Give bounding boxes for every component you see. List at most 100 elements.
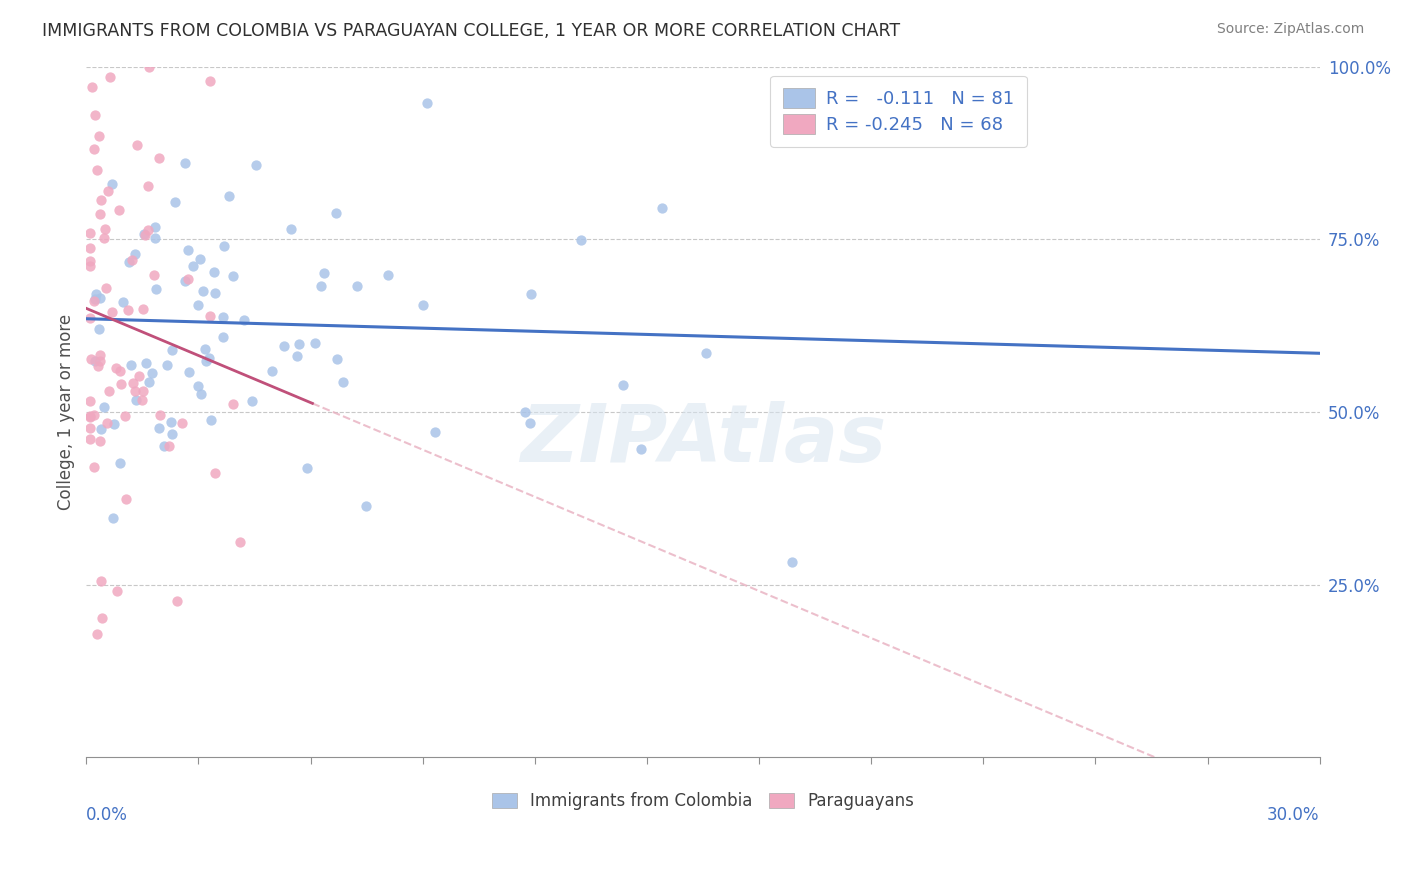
- Point: [83, 293, 105, 308]
- Point: [159, 415, 181, 429]
- Point: [425, 425, 447, 440]
- Point: [162, 343, 184, 357]
- Point: [187, 379, 209, 393]
- Point: [314, 267, 336, 281]
- Point: [114, 409, 136, 423]
- Point: [89, 207, 111, 221]
- Point: [87, 359, 110, 373]
- Point: [94, 281, 117, 295]
- Point: [412, 298, 434, 312]
- Point: [193, 342, 215, 356]
- Point: [149, 408, 172, 422]
- Point: [101, 305, 124, 319]
- Point: [112, 294, 135, 309]
- Point: [782, 555, 804, 569]
- Point: [80, 351, 103, 366]
- Point: [98, 70, 121, 85]
- Y-axis label: College, 1 year or more: College, 1 year or more: [58, 314, 75, 510]
- Point: [134, 228, 156, 243]
- Point: [218, 188, 240, 202]
- Point: [262, 364, 284, 378]
- Point: [204, 265, 226, 279]
- Point: [172, 416, 194, 430]
- Point: [86, 163, 108, 178]
- Point: [93, 231, 115, 245]
- Point: [86, 287, 108, 301]
- Text: 30.0%: 30.0%: [1267, 805, 1320, 823]
- Point: [117, 302, 139, 317]
- Text: IMMIGRANTS FROM COLOMBIA VS PARAGUAYAN COLLEGE, 1 YEAR OR MORE CORRELATION CHART: IMMIGRANTS FROM COLOMBIA VS PARAGUAYAN C…: [42, 22, 900, 40]
- Point: [90, 193, 112, 207]
- Point: [87, 128, 110, 143]
- Point: [195, 353, 218, 368]
- Point: [124, 247, 146, 261]
- Point: [651, 201, 673, 215]
- Point: [124, 384, 146, 398]
- Point: [89, 354, 111, 368]
- Point: [212, 239, 235, 253]
- Point: [145, 282, 167, 296]
- Point: [115, 491, 138, 506]
- Point: [121, 252, 143, 267]
- Point: [187, 298, 209, 312]
- Point: [245, 158, 267, 172]
- Point: [90, 422, 112, 436]
- Point: [177, 243, 200, 257]
- Point: [86, 626, 108, 640]
- Point: [79, 409, 101, 424]
- Point: [163, 195, 186, 210]
- Point: [132, 301, 155, 316]
- Point: [212, 310, 235, 325]
- Point: [174, 156, 197, 170]
- Point: [90, 574, 112, 588]
- Point: [134, 227, 156, 241]
- Point: [377, 268, 399, 282]
- Point: [107, 203, 129, 218]
- Point: [108, 456, 131, 470]
- Point: [79, 410, 101, 425]
- Point: [103, 417, 125, 432]
- Point: [141, 366, 163, 380]
- Point: [79, 253, 101, 268]
- Point: [198, 73, 221, 87]
- Point: [148, 151, 170, 165]
- Point: [190, 387, 212, 401]
- Text: 0.0%: 0.0%: [86, 805, 128, 823]
- Point: [311, 278, 333, 293]
- Point: [153, 439, 176, 453]
- Point: [166, 593, 188, 607]
- Point: [79, 241, 101, 255]
- Point: [325, 206, 347, 220]
- Point: [91, 611, 114, 625]
- Point: [157, 438, 180, 452]
- Point: [83, 143, 105, 157]
- Text: Source: ZipAtlas.com: Source: ZipAtlas.com: [1216, 22, 1364, 37]
- Point: [143, 268, 166, 282]
- Point: [181, 259, 204, 273]
- Point: [79, 226, 101, 240]
- Point: [295, 461, 318, 475]
- Point: [136, 223, 159, 237]
- Point: [200, 413, 222, 427]
- Point: [191, 284, 214, 298]
- Point: [177, 272, 200, 286]
- Point: [695, 345, 717, 359]
- Point: [148, 421, 170, 435]
- Point: [513, 405, 536, 419]
- Point: [79, 432, 101, 446]
- Point: [326, 351, 349, 366]
- Point: [138, 60, 160, 74]
- Point: [222, 268, 245, 283]
- Point: [416, 96, 439, 111]
- Point: [93, 401, 115, 415]
- Point: [131, 393, 153, 408]
- Legend: Immigrants from Colombia, Paraguayans: Immigrants from Colombia, Paraguayans: [484, 783, 922, 818]
- Point: [229, 534, 252, 549]
- Point: [120, 359, 142, 373]
- Point: [571, 233, 593, 247]
- Point: [346, 279, 368, 293]
- Point: [101, 511, 124, 525]
- Point: [232, 313, 254, 327]
- Point: [94, 221, 117, 235]
- Point: [118, 255, 141, 269]
